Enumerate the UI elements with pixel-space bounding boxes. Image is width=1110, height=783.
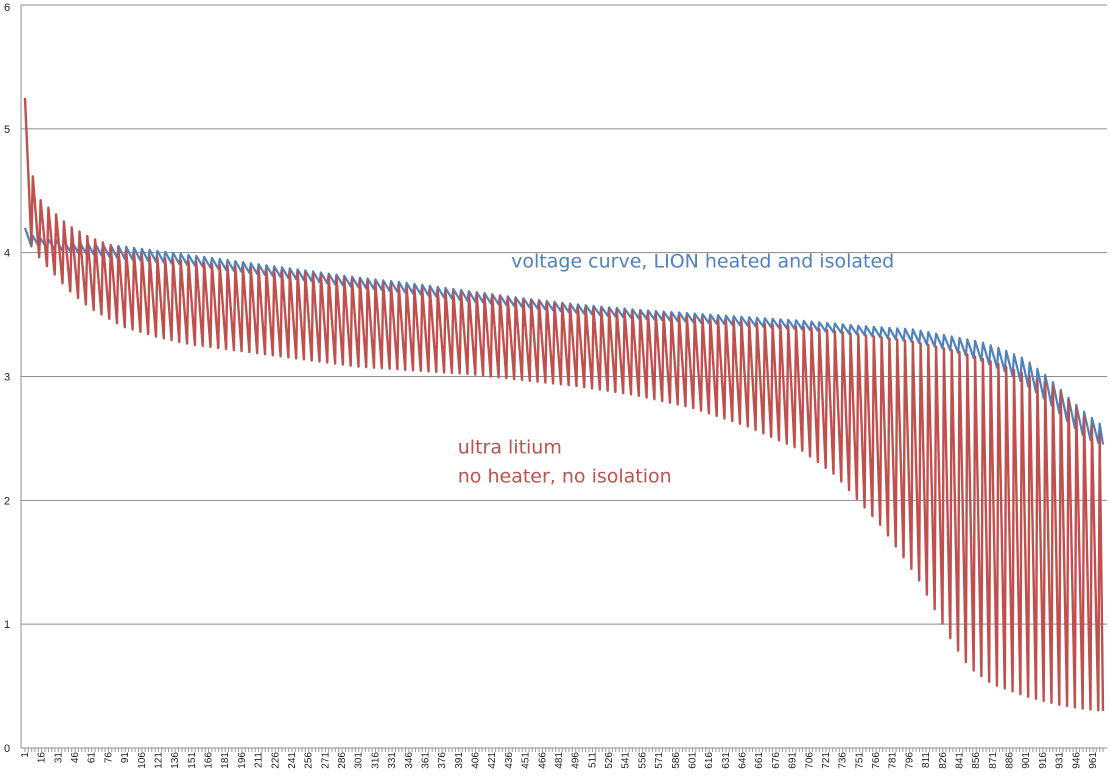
- x-tick-label: 706: [804, 752, 815, 769]
- x-tick-label: 856: [971, 752, 982, 769]
- x-tick-label: 481: [554, 752, 565, 769]
- x-tick-label: 256: [304, 752, 315, 769]
- x-tick-label: 781: [888, 752, 899, 769]
- x-tick-label: 1: [20, 752, 31, 758]
- x-tick-label: 271: [320, 752, 331, 769]
- x-tick-label: 811: [921, 752, 932, 768]
- x-tick-label: 121: [153, 752, 164, 769]
- x-tick-label: 196: [237, 752, 248, 769]
- y-tick-label: 5: [4, 124, 10, 136]
- x-tick-label: 826: [938, 752, 949, 769]
- x-tick-label: 166: [204, 752, 215, 769]
- x-tick-label: 451: [521, 752, 532, 769]
- y-tick-label: 3: [4, 372, 10, 384]
- annotation-ultra-litium-label: no heater, no isolation: [458, 465, 672, 487]
- x-tick-label: 736: [838, 752, 849, 769]
- x-tick-label: 886: [1005, 752, 1016, 769]
- grid-lines: [21, 4, 1107, 625]
- y-tick-label: 2: [4, 495, 10, 507]
- x-tick-label: 61: [87, 752, 98, 764]
- x-tick-label: 601: [687, 752, 698, 769]
- x-tick-marks: [24, 748, 1104, 752]
- x-tick-label: 496: [571, 752, 582, 769]
- x-tick-label: 421: [487, 752, 498, 769]
- x-tick-label: 361: [420, 752, 431, 769]
- x-tick-label: 406: [471, 752, 482, 769]
- x-tick-label: 586: [671, 752, 682, 769]
- x-tick-label: 661: [754, 752, 765, 769]
- x-tick-label: 16: [37, 752, 48, 764]
- x-tick-label: 211: [254, 752, 265, 768]
- x-tick-label: 871: [988, 752, 999, 769]
- x-tick-label: 346: [404, 752, 415, 769]
- x-tick-label: 841: [954, 752, 965, 769]
- x-tick-label: 106: [137, 752, 148, 769]
- x-tick-label: 331: [387, 752, 398, 769]
- x-tick-label: 541: [621, 752, 632, 769]
- x-tick-label: 751: [854, 752, 865, 769]
- x-tick-label: 916: [1038, 752, 1049, 769]
- x-tick-label: 226: [270, 752, 281, 769]
- x-tick-label: 901: [1021, 752, 1032, 769]
- x-tick-label: 631: [721, 752, 732, 769]
- x-tick-label: 46: [70, 752, 81, 764]
- y-tick-label: 1: [4, 619, 10, 631]
- x-tick-label: 571: [654, 752, 665, 769]
- x-tick-label: 391: [454, 752, 465, 769]
- y-tick-label: 6: [4, 2, 10, 14]
- x-tick-label: 766: [871, 752, 882, 769]
- x-tick-label: 151: [187, 752, 198, 769]
- series-layer: [23, 97, 1105, 712]
- x-tick-label: 961: [1088, 752, 1099, 769]
- x-tick-label: 526: [604, 752, 615, 769]
- x-tick-label: 301: [354, 752, 365, 769]
- y-tick-label: 4: [4, 248, 10, 260]
- x-tick-label: 181: [220, 752, 231, 769]
- x-tick-label: 511: [587, 752, 598, 768]
- annotations: voltage curve, LION heated and isolated u…: [458, 251, 894, 488]
- x-tick-label: 286: [337, 752, 348, 769]
- annotation-ultra-litium-label: ultra litium: [458, 436, 562, 458]
- x-tick-label: 796: [904, 752, 915, 769]
- x-tick-label: 646: [738, 752, 749, 769]
- x-tick-label: 436: [504, 752, 515, 769]
- x-tick-label: 721: [821, 752, 832, 769]
- series-line-lion-heated: [23, 227, 1105, 445]
- x-tick-label: 316: [370, 752, 381, 769]
- x-tick-label: 31: [53, 752, 64, 764]
- x-tick-label: 76: [103, 752, 114, 764]
- x-tick-label: 946: [1071, 752, 1082, 769]
- x-tick-label: 376: [437, 752, 448, 769]
- x-tick-label: 616: [704, 752, 715, 769]
- y-tick-label: 0: [4, 743, 10, 755]
- x-tick-label: 691: [788, 752, 799, 769]
- x-tick-label: 676: [771, 752, 782, 769]
- series-line-ultra-litium: [23, 97, 1105, 712]
- x-tick-label: 91: [120, 752, 131, 764]
- x-tick-label: 241: [287, 752, 298, 769]
- x-tick-label: 136: [170, 752, 181, 769]
- annotation-lion-label: voltage curve, LION heated and isolated: [511, 251, 894, 273]
- x-tick-label: 556: [637, 752, 648, 769]
- x-tick-label: 466: [537, 752, 548, 769]
- x-tick-label: 931: [1055, 752, 1066, 769]
